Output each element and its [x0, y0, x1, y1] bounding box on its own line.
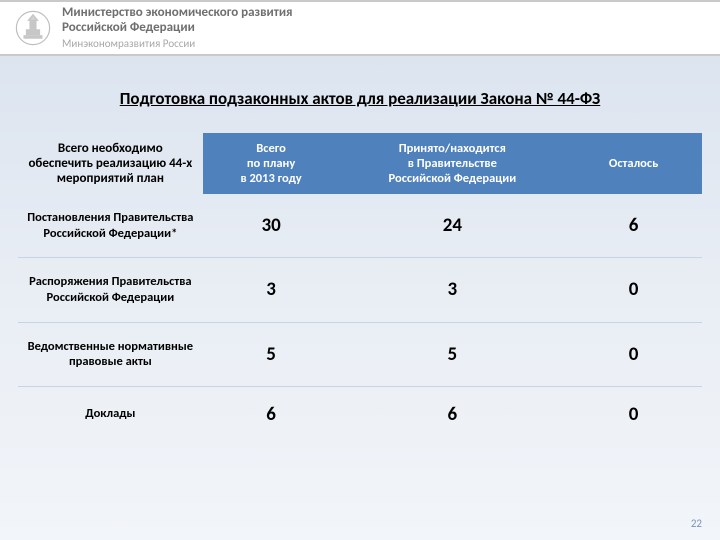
cell-plan: 30: [203, 194, 340, 258]
col-header-rowlabel: Всего необходимо обеспечить реализацию 4…: [18, 133, 203, 194]
row-label: Доклады: [18, 386, 203, 442]
table-header-row: Всего необходимо обеспечить реализацию 4…: [18, 133, 702, 194]
table-row: Ведомственные нормативные правовые акты …: [18, 322, 702, 386]
row-label: Распоряжения Правительства Российской Фе…: [18, 258, 203, 322]
cell-remain: 0: [565, 322, 702, 386]
row-label: Ведомственные нормативные правовые акты: [18, 322, 203, 386]
ministry-text-block: Министерство экономического развития Рос…: [62, 6, 293, 51]
ministry-line1: Министерство экономического развития: [62, 6, 293, 21]
cell-accepted: 24: [339, 194, 565, 258]
ministry-header: Министерство экономического развития Рос…: [0, 0, 720, 56]
slide-title: Подготовка подзаконных актов для реализа…: [20, 88, 700, 109]
cell-remain: 0: [565, 258, 702, 322]
row-label: Постановления Правительства Российской Ф…: [18, 194, 203, 258]
cell-plan: 3: [203, 258, 340, 322]
table-row: Доклады 6 6 0: [18, 386, 702, 442]
col-header-accepted: Принято/находитсяв ПравительствеРоссийск…: [339, 133, 565, 194]
ministry-line3: Минэкономразвития России: [62, 38, 293, 51]
cell-remain: 6: [565, 194, 702, 258]
emblem-icon: [14, 9, 52, 47]
cell-plan: 6: [203, 386, 340, 442]
table-row: Распоряжения Правительства Российской Фе…: [18, 258, 702, 322]
cell-accepted: 5: [339, 322, 565, 386]
cell-accepted: 6: [339, 386, 565, 442]
cell-plan: 5: [203, 322, 340, 386]
acts-table: Всего необходимо обеспечить реализацию 4…: [18, 133, 702, 442]
cell-remain: 0: [565, 386, 702, 442]
col-header-plan: Всегопо планув 2013 году: [203, 133, 340, 194]
cell-accepted: 3: [339, 258, 565, 322]
table-row: Постановления Правительства Российской Ф…: [18, 194, 702, 258]
col-header-remain: Осталось: [565, 133, 702, 194]
page-number: 22: [691, 517, 702, 530]
ministry-line2: Российской Федерации: [62, 21, 293, 36]
